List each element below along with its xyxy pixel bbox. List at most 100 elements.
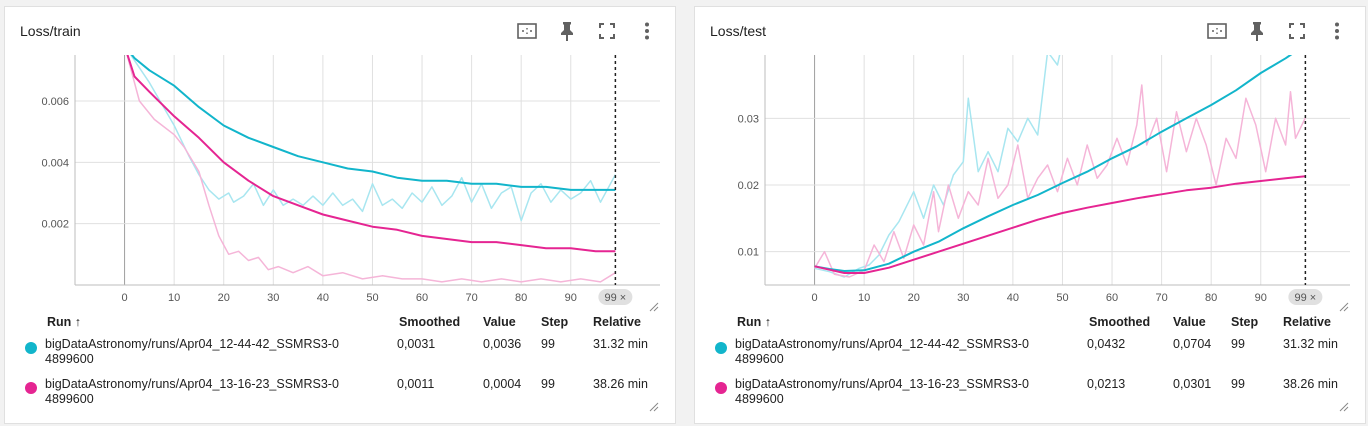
pin-icon[interactable] <box>1245 19 1269 43</box>
fullscreen-icon[interactable] <box>1285 19 1309 43</box>
table-resize-handle[interactable] <box>1339 399 1349 412</box>
x-tick-label: 60 <box>1106 292 1118 304</box>
x-tick-label: 60 <box>416 292 428 304</box>
chart-resize-handle[interactable] <box>649 299 659 312</box>
series-group <box>813 55 1307 278</box>
smoothed-value: 0,0432 <box>1087 337 1126 351</box>
step-badge-bg <box>1288 289 1323 305</box>
header-relative[interactable]: Relative <box>593 315 641 329</box>
relative-value: 38.26 min <box>1283 377 1338 391</box>
card-loss-train: Loss/train 0.002 0.004 0.006 0 10 20 30 40 50 60 7… <box>4 6 676 424</box>
chart-svg[interactable]: 0.002 0.004 0.006 0 10 20 30 40 50 60 70 80 90 99 × <box>5 53 677 315</box>
y-tick-label: 0.01 <box>738 247 759 259</box>
x-tick-label: 20 <box>908 292 920 304</box>
chart-resize-handle[interactable] <box>1339 299 1349 312</box>
table-resize-handle[interactable] <box>649 399 659 412</box>
raw-series-line <box>126 55 616 283</box>
card-toolbar <box>1205 19 1365 43</box>
x-tick-label: 30 <box>957 292 969 304</box>
chart-loss-test[interactable]: 0.01 0.02 0.03 0 10 20 30 40 50 60 70 80 90 99 × <box>695 53 1367 315</box>
table-row[interactable]: bigDataAstronomy/runs/Apr04_13-16-23_SSM… <box>5 377 677 411</box>
header-run[interactable]: Run ↑ <box>737 315 772 329</box>
fit-to-data-icon[interactable] <box>1205 19 1229 43</box>
chart-svg[interactable]: 0.01 0.02 0.03 0 10 20 30 40 50 60 70 80 90 99 × <box>695 53 1367 315</box>
raw-series-line <box>814 55 1061 278</box>
run-color-dot <box>25 342 37 354</box>
header-relative[interactable]: Relative <box>1283 315 1331 329</box>
x-tick-label: 40 <box>317 292 329 304</box>
run-table: Run ↑ Smoothed Value Step Relative bigDa… <box>5 315 677 415</box>
y-tick-label: 0.002 <box>41 219 69 231</box>
fullscreen-icon[interactable] <box>595 19 619 43</box>
card-toolbar <box>515 19 675 43</box>
raw-value: 0,0036 <box>483 337 522 351</box>
smoothed-value: 0,0213 <box>1087 377 1126 391</box>
smoothed-series-line <box>814 55 1293 272</box>
relative-value: 31.32 min <box>593 337 648 351</box>
x-tick-label: 40 <box>1007 292 1019 304</box>
table-row[interactable]: bigDataAstronomy/runs/Apr04_12-44-42_SSM… <box>695 337 1367 371</box>
x-tick-label: 90 <box>565 292 577 304</box>
run-name: bigDataAstronomy/runs/Apr04_13-16-23_SSM… <box>45 377 339 406</box>
x-tick-label: 10 <box>858 292 870 304</box>
raw-series-line <box>813 84 1307 278</box>
header-run[interactable]: Run ↑ <box>47 315 82 329</box>
run-color-dot <box>25 382 37 394</box>
y-tick-label: 0.02 <box>738 180 759 192</box>
header-step[interactable]: Step <box>541 315 569 329</box>
step-badge-label: 99 × <box>1295 292 1317 304</box>
x-tick-label: 50 <box>1056 292 1068 304</box>
raw-value: 0,0301 <box>1173 377 1212 391</box>
table-row[interactable]: bigDataAstronomy/runs/Apr04_13-16-23_SSM… <box>695 377 1367 411</box>
relative-value: 38.26 min <box>593 377 648 391</box>
x-tick-label: 20 <box>218 292 230 304</box>
more-vert-icon[interactable] <box>635 19 659 43</box>
x-tick-label: 70 <box>1155 292 1167 304</box>
smoothed-series-line <box>130 55 616 191</box>
x-tick-label: 30 <box>267 292 279 304</box>
header-smoothed[interactable]: Smoothed <box>399 315 461 329</box>
step-value: 99 <box>541 337 555 351</box>
y-tick-label: 0.006 <box>41 96 69 108</box>
chart-loss-train[interactable]: 0.002 0.004 0.006 0 10 20 30 40 50 60 70 80 90 99 × <box>5 53 677 315</box>
x-tick-label: 50 <box>366 292 378 304</box>
x-tick-label: 90 <box>1255 292 1267 304</box>
step-badge-label: 99 × <box>605 292 627 304</box>
series-group <box>126 55 617 283</box>
step-badge: 99 × <box>598 289 633 305</box>
header-value[interactable]: Value <box>1173 315 1206 329</box>
smoothed-value: 0,0011 <box>397 377 435 391</box>
step-value: 99 <box>1231 337 1245 351</box>
raw-series-line <box>129 55 617 222</box>
fit-to-data-icon[interactable] <box>515 19 539 43</box>
run-color-dot <box>715 342 727 354</box>
step-badge: 99 × <box>1288 289 1323 305</box>
more-vert-icon[interactable] <box>1325 19 1349 43</box>
run-table: Run ↑ Smoothed Value Step Relative bigDa… <box>695 315 1367 415</box>
run-name: bigDataAstronomy/runs/Apr04_12-44-42_SSM… <box>45 337 339 366</box>
smoothed-value: 0,0031 <box>397 337 436 351</box>
run-color-dot <box>715 382 727 394</box>
raw-value: 0,0004 <box>483 377 522 391</box>
relative-value: 31.32 min <box>1283 337 1338 351</box>
x-tick-label: 70 <box>465 292 477 304</box>
raw-value: 0,0704 <box>1173 337 1212 351</box>
header-smoothed[interactable]: Smoothed <box>1089 315 1151 329</box>
table-row[interactable]: bigDataAstronomy/runs/Apr04_12-44-42_SSM… <box>5 337 677 371</box>
smoothed-series-line <box>814 175 1306 274</box>
run-name: bigDataAstronomy/runs/Apr04_13-16-23_SSM… <box>735 377 1029 406</box>
card-title: Loss/test <box>710 23 767 39</box>
step-value: 99 <box>1231 377 1245 391</box>
card-loss-test: Loss/test 0.01 0.02 0.03 0 10 20 30 40 50 60 70 80 9… <box>694 6 1366 424</box>
x-tick-label: 0 <box>812 292 818 304</box>
run-name: bigDataAstronomy/runs/Apr04_12-44-42_SSM… <box>735 337 1029 366</box>
header-step[interactable]: Step <box>1231 315 1259 329</box>
card-title: Loss/train <box>20 23 81 39</box>
pin-icon[interactable] <box>555 19 579 43</box>
step-badge-bg <box>598 289 633 305</box>
x-tick-label: 10 <box>168 292 180 304</box>
x-tick-label: 80 <box>1205 292 1217 304</box>
smoothed-series-line <box>126 55 616 253</box>
header-value[interactable]: Value <box>483 315 516 329</box>
x-tick-label: 0 <box>122 292 128 304</box>
